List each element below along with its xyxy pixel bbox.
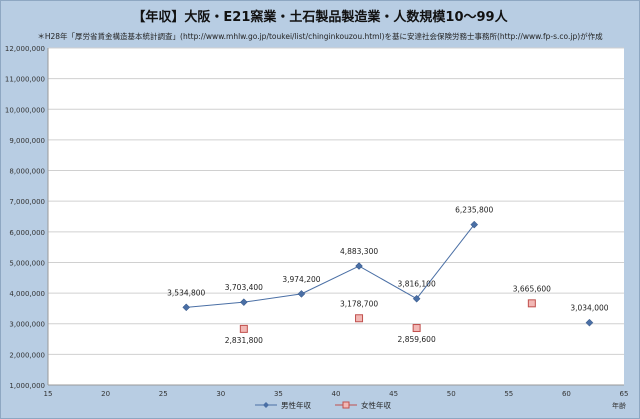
x-tick-label: 15 bbox=[44, 390, 53, 398]
series-lines bbox=[186, 224, 475, 308]
male-data-point bbox=[470, 220, 479, 229]
y-tick-label: 8,000,000 bbox=[9, 168, 45, 176]
plot-area bbox=[48, 48, 624, 385]
female-data-point bbox=[239, 324, 248, 333]
female-data-label: 2,831,800 bbox=[225, 336, 263, 345]
x-tick-label: 55 bbox=[504, 390, 513, 398]
male-data-label: 3,703,400 bbox=[225, 283, 263, 292]
y-tick-label: 12,000,000 bbox=[5, 45, 45, 53]
legend-male-marker bbox=[263, 402, 269, 408]
grid-lines bbox=[47, 47, 624, 386]
y-tick-label: 6,000,000 bbox=[9, 229, 45, 237]
y-axis-ticks: 1,000,000 2,000,000 3,000,000 4,000,000 5,00… bbox=[5, 45, 45, 390]
data-markers bbox=[182, 220, 594, 333]
x-tick-label: 60 bbox=[562, 390, 571, 398]
female-data-label: 2,859,600 bbox=[398, 335, 436, 344]
male-data-point bbox=[355, 262, 363, 270]
x-tick-label: 30 bbox=[216, 390, 225, 398]
x-tick-label: 45 bbox=[389, 390, 398, 398]
legend-female-marker bbox=[342, 401, 350, 409]
male-data-point bbox=[297, 290, 306, 298]
chart-subtitle: ＊H28年「厚労省賃金構造基本統計調査」(http://www.mhlw.go.… bbox=[37, 31, 603, 41]
x-axis-ticks: 15 20 25 30 35 40 45 50 55 60 65 bbox=[44, 390, 629, 398]
series-line-segment bbox=[301, 265, 360, 295]
legend-male-label: 男性年収 bbox=[281, 400, 311, 410]
y-tick-label: 7,000,000 bbox=[9, 198, 45, 206]
x-tick-label: 35 bbox=[274, 390, 283, 398]
x-tick-label: 20 bbox=[101, 390, 110, 398]
x-axis-label: 年齢 bbox=[612, 401, 626, 410]
male-data-label: 3,816,100 bbox=[398, 280, 436, 289]
series-line-segment bbox=[416, 224, 475, 300]
legend: 男性年収 女性年収 bbox=[255, 400, 391, 410]
male-data-label: 6,235,800 bbox=[455, 206, 493, 215]
y-tick-label: 1,000,000 bbox=[9, 382, 45, 390]
male-data-label: 3,974,200 bbox=[282, 275, 320, 284]
data-labels: 3,534,800 3,703,400 3,974,200 4,883,300 3,81… bbox=[167, 206, 609, 345]
y-tick-label: 5,000,000 bbox=[9, 259, 45, 267]
x-tick-label: 65 bbox=[620, 390, 629, 398]
male-data-point bbox=[239, 298, 248, 307]
male-data-point bbox=[585, 318, 594, 327]
series-line-segment bbox=[243, 293, 302, 303]
male-data-label: 4,883,300 bbox=[340, 247, 378, 256]
series-line-segment bbox=[358, 265, 417, 300]
female-data-point bbox=[527, 299, 536, 308]
series-line-segment bbox=[186, 301, 244, 308]
y-tick-label: 11,000,000 bbox=[5, 76, 45, 84]
male-data-label: 3,534,800 bbox=[167, 288, 205, 297]
chart-title: 【年収】大阪・E21窯業・土石製品製造業・人数規模10～99人 bbox=[132, 9, 508, 25]
male-data-point bbox=[182, 303, 191, 312]
male-data-point bbox=[412, 294, 421, 303]
x-tick-label: 40 bbox=[332, 390, 341, 398]
x-tick-label: 50 bbox=[447, 390, 456, 398]
legend-female-label: 女性年収 bbox=[361, 400, 391, 410]
female-data-point bbox=[412, 324, 421, 333]
female-data-label: 3,178,700 bbox=[340, 299, 378, 308]
male-data-label: 3,034,000 bbox=[570, 304, 608, 313]
female-data-point bbox=[355, 314, 364, 323]
female-data-label: 3,665,600 bbox=[513, 284, 551, 293]
x-tick-label: 25 bbox=[159, 390, 168, 398]
y-tick-label: 9,000,000 bbox=[9, 137, 45, 145]
y-tick-label: 10,000,000 bbox=[5, 106, 45, 114]
y-tick-label: 2,000,000 bbox=[9, 351, 45, 359]
y-tick-label: 3,000,000 bbox=[9, 321, 45, 329]
y-tick-label: 4,000,000 bbox=[9, 290, 45, 298]
